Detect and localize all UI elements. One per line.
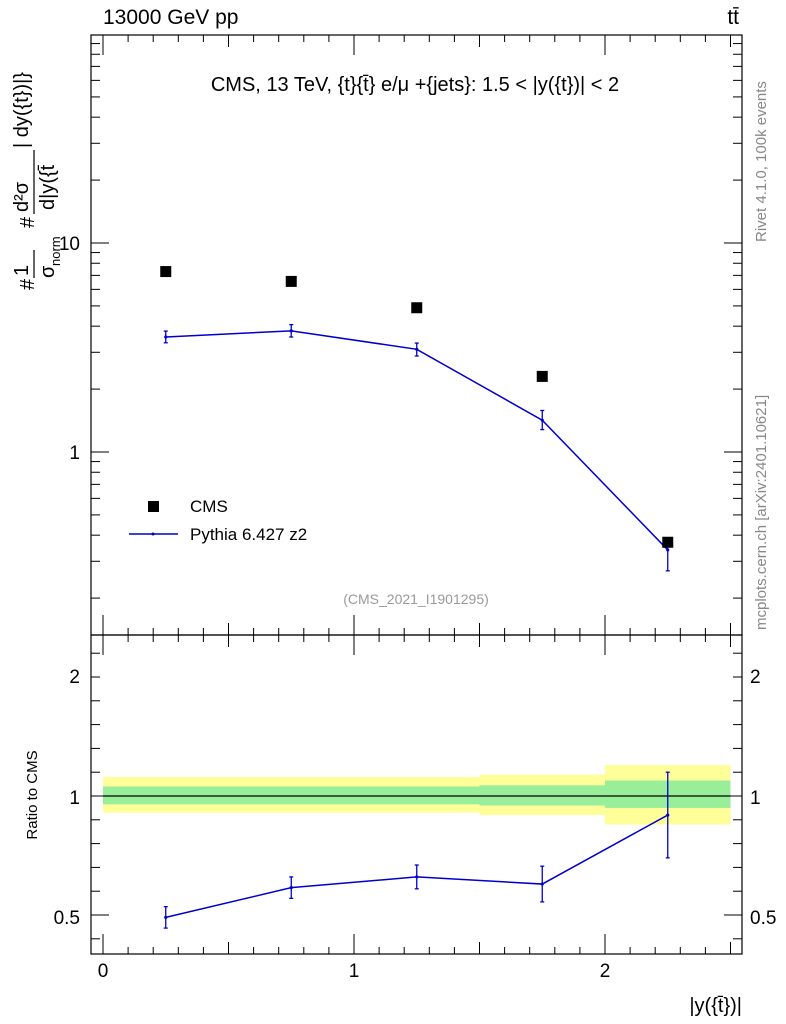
y-label-sigma: σ: [37, 265, 59, 278]
legend-cms-label: CMS: [190, 497, 228, 516]
ratio-y-tick-label-1-right: 1: [750, 788, 761, 809]
y-label-tail: | dy({t})|}: [11, 72, 33, 148]
x-tick-label-1: 1: [349, 961, 360, 982]
y-label-denominator: d|y({t̄: [37, 164, 59, 210]
header-left-label: 13000 GeV pp: [103, 6, 239, 29]
cms-data-point: [536, 370, 548, 382]
cms-data-point: [662, 536, 674, 548]
ratio-y-tick-label-0.5-right: 0.5: [750, 908, 776, 929]
cms-data-point: [411, 302, 423, 314]
ratio-bands: [103, 765, 731, 825]
ratio-point: [415, 875, 419, 879]
data-layer: [160, 266, 674, 929]
legend-cms-marker: [148, 501, 159, 512]
y-label-one: 1: [11, 265, 33, 276]
pythia-series-line: [165, 330, 669, 551]
ratio-point: [666, 813, 670, 817]
ratio-y-axis-label: Ratio to CMS: [24, 750, 41, 839]
ratio-y-tick-label-2-right: 2: [750, 667, 761, 688]
legend-pythia-marker: [151, 532, 155, 536]
cms-data-point: [285, 275, 297, 287]
x-tick-label-2: 2: [600, 961, 611, 982]
x-tick-label-0: 0: [98, 961, 109, 982]
pythia-point: [415, 347, 419, 351]
pythia-point: [289, 329, 293, 333]
ratio-y-tick-label-2: 2: [69, 667, 80, 688]
y-label-norm: norm: [48, 236, 63, 266]
pythia-point: [666, 548, 670, 552]
ratio-point: [540, 882, 544, 886]
ratio-point: [289, 886, 293, 890]
y-label-hash-2: #: [17, 216, 39, 228]
pythia-point: [540, 418, 544, 422]
ratio-y-tick-label-0.5: 0.5: [54, 908, 80, 929]
cms-data-point: [160, 266, 172, 278]
axis-ticks: [91, 35, 742, 954]
analysis-watermark: (CMS_2021_I1901295): [343, 591, 489, 607]
main-y-axis-label: # 1 σ norm # d²σ d|y({t̄ | dy({t})|}: [11, 72, 63, 290]
ratio-point: [164, 915, 168, 919]
ratio-y-tick-label-1: 1: [69, 788, 80, 809]
legend-pythia-label: Pythia 6.427 z2: [190, 525, 307, 544]
y-tick-label-1: 1: [69, 443, 80, 464]
x-axis-label: |y({t̄})|: [689, 995, 742, 1017]
y-label-numerator: d²σ: [11, 181, 33, 212]
header-right-label: tt̄: [727, 6, 739, 29]
main-plot-title: CMS, 13 TeV, {t}{t̄} e/μ +{jets}: 1.5 < …: [211, 74, 619, 96]
ratio-plot-frame: [90, 634, 743, 955]
y-tick-label-10: 10: [59, 234, 80, 255]
y-label-hash: #: [17, 278, 39, 290]
pythia-point: [164, 335, 168, 339]
main-plot-frame: [90, 34, 743, 636]
